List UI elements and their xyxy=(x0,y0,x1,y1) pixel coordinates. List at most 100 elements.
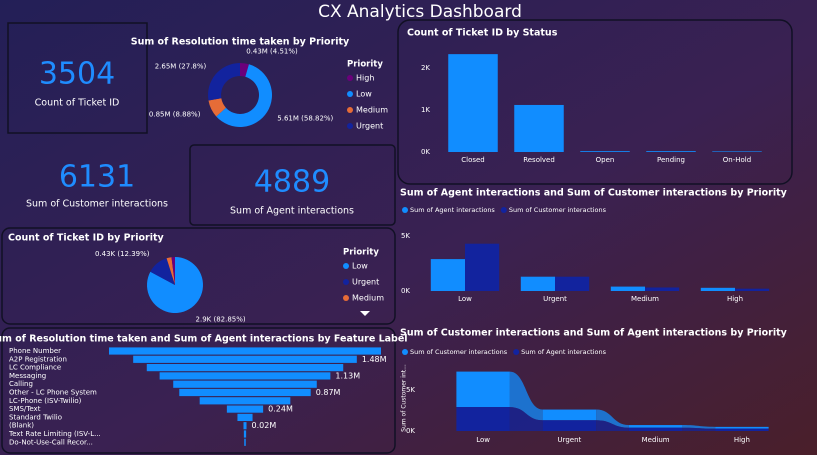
x-tick-label: Low xyxy=(476,436,490,444)
category-label: Phone Number xyxy=(9,347,61,355)
category-label: (Blank) xyxy=(9,422,34,430)
data-label: 2.65M (27.8%) xyxy=(155,63,207,71)
bar xyxy=(465,243,500,291)
legend-label: Sum of Agent interactions xyxy=(521,348,606,356)
card-panel xyxy=(189,144,396,226)
slice xyxy=(171,257,175,285)
ribbon xyxy=(682,425,716,429)
category-label: Other - LC Phone System xyxy=(9,389,97,397)
data-label: 0.85M (8.88%) xyxy=(149,110,201,118)
bar xyxy=(580,151,630,152)
funnel-bar xyxy=(237,413,253,421)
slice xyxy=(147,257,204,313)
bar xyxy=(456,407,510,431)
y-tick-label: 0K xyxy=(401,287,410,295)
funnel-bar xyxy=(173,380,317,388)
legend-label: Low xyxy=(356,90,372,99)
bar xyxy=(712,151,762,152)
data-label: 1.48M xyxy=(362,355,387,364)
category-label: LC-Phone (ISV-Twilio) xyxy=(9,397,82,405)
funnel-bar xyxy=(243,422,247,430)
bar xyxy=(520,276,555,291)
bar xyxy=(628,427,683,431)
funnel-bar xyxy=(244,438,246,446)
card-panel xyxy=(7,22,148,134)
funnel-bar xyxy=(133,355,357,363)
slice xyxy=(216,64,272,127)
bar xyxy=(514,104,564,152)
chart-title: Sum of Resolution time taken by Priority xyxy=(131,37,350,48)
legend-marker xyxy=(347,75,353,81)
slice xyxy=(240,63,249,77)
data-label: 1.13M xyxy=(335,371,360,380)
bar xyxy=(542,420,597,431)
chart-title: Sum of Resolution time taken and Sum of … xyxy=(0,334,408,345)
category-label: Standard Twilio xyxy=(9,413,62,421)
x-tick-label: High xyxy=(734,436,750,444)
bar xyxy=(735,288,770,291)
category-label: Messaging xyxy=(9,372,46,380)
card-label: Sum of Agent interactions xyxy=(230,206,354,217)
category-label: Text Rate Limiting (ISV-L... xyxy=(8,430,101,438)
category-label: SMS/Text xyxy=(9,405,41,413)
y-tick-label: 5K xyxy=(401,232,410,240)
legend-label: Medium xyxy=(356,106,388,115)
bar xyxy=(715,426,769,429)
slice xyxy=(208,98,226,117)
x-tick-label: Urgent xyxy=(543,295,567,303)
slice xyxy=(166,257,175,285)
funnel-bar xyxy=(146,364,344,372)
dashboard-title: CX Analytics Dashboard xyxy=(318,2,522,22)
legend-scroll-arrow[interactable] xyxy=(360,311,370,316)
bar xyxy=(555,276,590,291)
pie-panel xyxy=(1,227,396,325)
legend-marker xyxy=(343,279,349,285)
legend-label: Urgent xyxy=(352,278,379,287)
category-label: Calling xyxy=(9,380,33,388)
legend-marker xyxy=(402,349,408,355)
x-tick-label: Resolved xyxy=(523,156,555,164)
legend-marker xyxy=(513,349,520,355)
legend-marker xyxy=(500,207,507,213)
legend-marker xyxy=(347,107,353,113)
category-label: LC Compliance xyxy=(9,364,61,372)
x-tick-label: High xyxy=(727,295,743,303)
card-label: Sum of Customer interactions xyxy=(26,199,168,210)
data-label: 0.24M xyxy=(268,405,293,414)
x-tick-label: Pending xyxy=(657,156,685,164)
x-tick-label: Medium xyxy=(631,295,659,303)
slice xyxy=(150,258,175,285)
y-tick-label: 1K xyxy=(421,106,430,114)
x-tick-label: Open xyxy=(596,156,615,164)
slice xyxy=(207,63,240,101)
y-tick-label: 0K xyxy=(406,427,415,435)
funnel-panel xyxy=(1,327,396,454)
category-label: A2P Registration xyxy=(9,355,67,363)
legend-label: Low xyxy=(352,262,368,271)
status-panel xyxy=(397,19,793,185)
funnel-bar xyxy=(243,430,247,438)
x-tick-label: Low xyxy=(458,295,472,303)
data-label: 0.87M xyxy=(316,388,341,397)
legend-marker xyxy=(343,263,349,269)
card-value: 6131 xyxy=(59,160,135,195)
legend-title: Priority xyxy=(343,248,379,258)
funnel-bar xyxy=(199,397,291,405)
funnel-bar xyxy=(226,405,264,413)
card-value: 4889 xyxy=(254,165,330,200)
ribbon xyxy=(509,407,543,431)
bar xyxy=(610,286,645,291)
category-label: Do-Not-Use-Call Recor... xyxy=(9,438,93,446)
bar xyxy=(646,151,696,152)
bar xyxy=(700,287,735,291)
legend-label: Sum of Customer interactions xyxy=(410,348,508,356)
legend-label: Medium xyxy=(352,294,384,303)
x-tick-label: On-Hold xyxy=(723,156,751,164)
bar xyxy=(430,259,465,291)
bar xyxy=(448,54,498,152)
bar xyxy=(645,287,680,291)
legend-label: High xyxy=(356,74,374,83)
chart-title: Count of Ticket ID by Status xyxy=(407,28,558,39)
legend-title: Priority xyxy=(347,60,383,70)
card-value: 3504 xyxy=(39,57,115,92)
